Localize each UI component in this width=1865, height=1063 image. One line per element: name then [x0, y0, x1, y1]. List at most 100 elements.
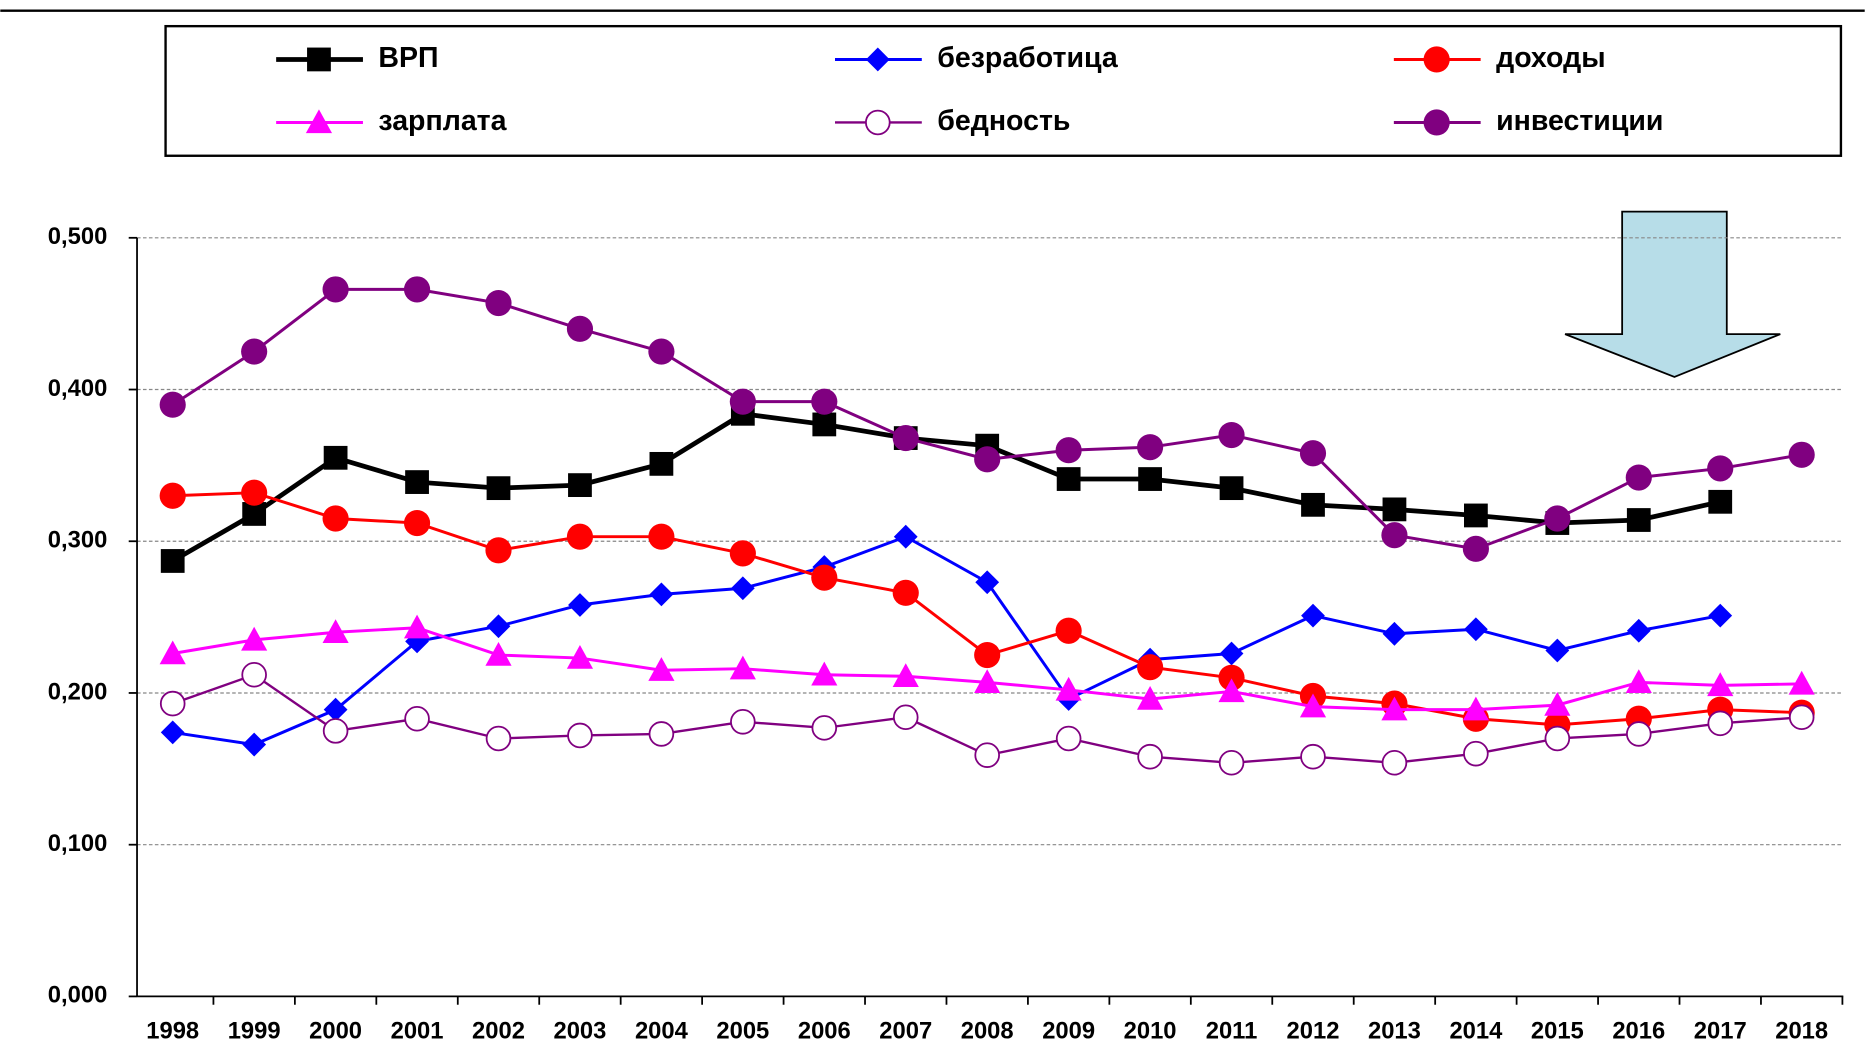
data-point [160, 549, 185, 573]
data-point [485, 289, 512, 317]
data-point [1055, 725, 1082, 752]
data-point [730, 576, 755, 601]
data-point [1300, 743, 1326, 770]
x-tick-label: 2016 [1612, 1017, 1665, 1044]
data-point [405, 470, 429, 494]
data-point [404, 705, 430, 732]
legend-label: ВРП [378, 42, 438, 74]
x-tick-label: 2017 [1694, 1017, 1747, 1044]
data-point [649, 451, 674, 476]
data-point [566, 644, 594, 669]
data-point [1301, 603, 1325, 628]
data-point [1462, 535, 1489, 562]
x-tick-label: 2013 [1368, 1017, 1421, 1044]
data-point [1462, 696, 1489, 721]
x-tick-label: 2007 [879, 1017, 932, 1044]
data-point [567, 722, 593, 749]
data-point [1381, 696, 1408, 721]
data-point [1626, 721, 1652, 747]
data-point [403, 509, 431, 537]
data-point [1544, 725, 1571, 752]
data-point [1299, 440, 1327, 467]
data-point [812, 412, 837, 437]
x-tick-label: 2012 [1287, 1017, 1340, 1044]
data-point [1056, 467, 1081, 491]
data-point [1138, 467, 1162, 491]
data-point [1626, 618, 1651, 643]
x-tick-label: 2001 [391, 1017, 444, 1044]
data-point [1055, 617, 1082, 644]
data-point [974, 742, 1000, 768]
data-point [892, 425, 919, 452]
legend-label: безработица [937, 42, 1119, 74]
legend-marker [865, 109, 891, 136]
data-point [1218, 749, 1245, 776]
data-point [648, 523, 675, 550]
y-tick-label: 0,100 [48, 830, 107, 857]
data-point [1788, 704, 1815, 731]
data-point [568, 593, 592, 617]
data-point [322, 276, 349, 303]
data-point [159, 482, 186, 509]
data-point [892, 663, 919, 687]
data-point [1055, 676, 1082, 701]
data-point [811, 564, 838, 591]
data-point [811, 388, 838, 415]
x-tick-label: 2009 [1042, 1017, 1095, 1044]
x-tick-label: 2011 [1206, 1017, 1258, 1044]
data-point [160, 720, 185, 745]
data-point [1055, 437, 1082, 464]
data-point [730, 709, 756, 735]
data-point [729, 540, 756, 567]
x-tick-label: 2005 [716, 1017, 769, 1044]
x-tick-label: 2004 [635, 1017, 689, 1044]
data-point [485, 641, 512, 666]
data-point [241, 479, 268, 506]
data-point [1382, 621, 1407, 646]
data-point [241, 338, 268, 365]
data-point [1218, 664, 1245, 691]
data-point [1544, 692, 1571, 716]
data-point [893, 524, 918, 549]
data-point [241, 626, 268, 651]
data-point [648, 721, 675, 747]
data-point [1137, 743, 1163, 770]
data-point [1544, 505, 1571, 532]
series-line [172, 535, 1721, 747]
data-point [1625, 464, 1652, 491]
legend-label: бедность [937, 105, 1070, 137]
x-tick-label: 1999 [228, 1017, 281, 1044]
legend-marker [307, 47, 331, 72]
legend-label: зарплата [378, 105, 507, 137]
data-point [975, 570, 1000, 595]
x-tick-label: 2006 [798, 1017, 851, 1044]
legend-label: доходы [1496, 42, 1605, 74]
data-point [1137, 434, 1164, 461]
data-point [242, 502, 267, 526]
data-point [159, 640, 186, 665]
legend-marker [1423, 109, 1450, 136]
x-tick-label: 2010 [1124, 1017, 1177, 1044]
data-point [1707, 710, 1734, 737]
x-tick-label: 2015 [1531, 1017, 1584, 1044]
data-point [1301, 492, 1325, 517]
data-point [159, 391, 186, 418]
data-point [648, 338, 675, 365]
y-tick-label: 0,000 [48, 982, 107, 1009]
x-tick-label: 2002 [472, 1017, 525, 1044]
legend-marker [305, 109, 333, 134]
data-point [1788, 441, 1815, 468]
data-point [1382, 497, 1407, 522]
arrow [1564, 210, 1781, 378]
data-point [648, 657, 675, 681]
x-tick-label: 1998 [146, 1017, 199, 1044]
data-point [322, 505, 349, 532]
data-point [1219, 641, 1244, 666]
data-point [323, 445, 348, 470]
x-tick-label: 2018 [1775, 1017, 1828, 1044]
data-point [1707, 672, 1734, 697]
data-point [811, 661, 838, 686]
data-point [974, 641, 1001, 669]
y-tick-label: 0,400 [48, 375, 107, 402]
